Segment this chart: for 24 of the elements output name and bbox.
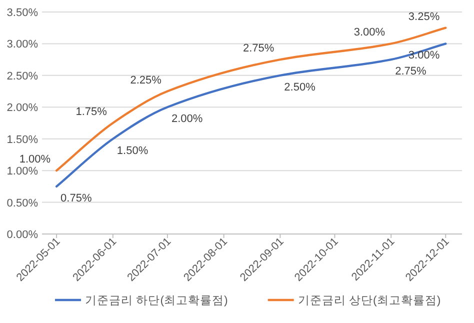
data-label: 2.75%	[242, 42, 274, 55]
data-label: 2.00%	[171, 113, 203, 126]
line-series	[55, 26, 447, 172]
data-label: 1.00%	[19, 154, 51, 166]
y-tick-label: 1.00%	[6, 166, 38, 178]
legend-label: 기준금리 상단(최고확률점)	[298, 295, 441, 307]
data-label: 0.75%	[60, 192, 92, 204]
data-label: 1.75%	[76, 106, 108, 118]
y-tick-label: 2.00%	[6, 102, 38, 114]
data-label: 3.25%	[408, 10, 440, 23]
y-tick-label: 0.50%	[6, 197, 38, 210]
data-label: 2.25%	[130, 74, 162, 86]
data-label: 3.00%	[354, 26, 386, 39]
y-tick-label: 2.50%	[6, 70, 38, 82]
y-tick-label: 3.00%	[6, 38, 38, 51]
data-label: 1.50%	[116, 144, 148, 157]
data-label: 2.75%	[395, 66, 426, 78]
data-label: 3.00%	[408, 50, 440, 62]
y-tick-label: 1.50%	[6, 134, 38, 146]
legend-label: 기준금리 하단(최고확률점)	[85, 295, 228, 307]
y-tick-label: 0.00%	[6, 229, 38, 241]
data-label: 2.50%	[284, 81, 316, 94]
y-tick-label: 3.50%	[6, 7, 38, 19]
line-series	[55, 42, 447, 188]
